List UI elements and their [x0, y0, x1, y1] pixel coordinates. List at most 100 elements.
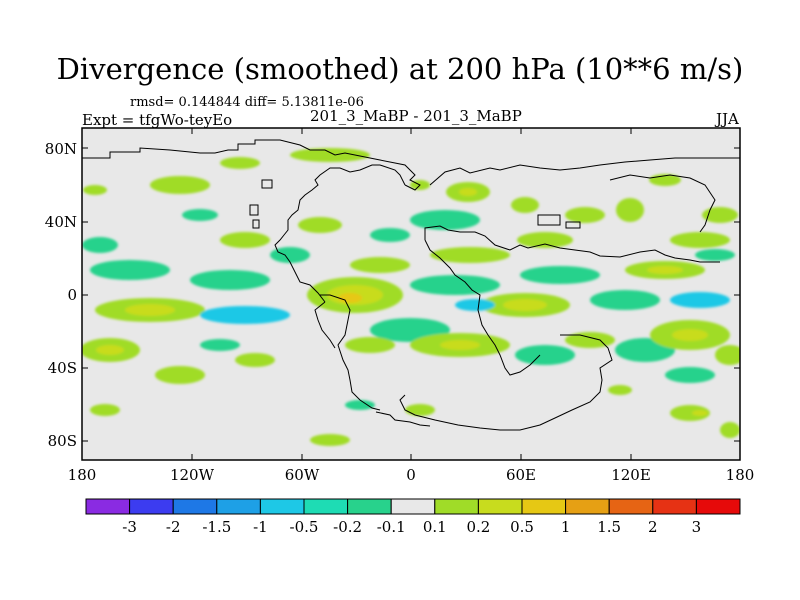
div-patch — [702, 207, 738, 223]
colorbar-swatch — [303, 498, 349, 515]
div-patch — [503, 299, 547, 311]
lat-label: 40N — [44, 213, 77, 231]
div-patch — [670, 292, 730, 308]
div-patch — [695, 249, 735, 261]
island — [252, 219, 260, 229]
colorbar-swatch — [216, 498, 261, 515]
lat-label: 80N — [44, 140, 77, 158]
axis-ticks — [82, 128, 740, 460]
div-patch — [692, 410, 708, 416]
div-patch — [672, 329, 708, 341]
div-patch — [270, 247, 310, 263]
lon-label: 180 — [725, 466, 755, 484]
island — [565, 221, 581, 229]
div-patch — [182, 209, 218, 221]
div-patch — [290, 148, 370, 162]
div-patch — [670, 405, 710, 421]
div-patch — [370, 228, 410, 242]
colorbar-label: -2 — [165, 518, 181, 536]
colorbar — [85, 498, 741, 515]
div-patch — [410, 275, 500, 295]
colorbar-swatch — [434, 498, 479, 515]
island — [249, 204, 259, 216]
coastline — [375, 411, 431, 427]
div-patch — [345, 337, 395, 353]
lat-label: 80S — [47, 432, 77, 450]
div-patch — [220, 232, 270, 248]
div-patch — [720, 422, 740, 438]
colorbar-label: -0.1 — [376, 518, 406, 536]
div-patch — [200, 339, 240, 351]
div-patch — [90, 260, 170, 280]
div-patch — [647, 266, 683, 274]
coastline — [320, 294, 381, 411]
colorbar-label: 0.1 — [422, 518, 447, 536]
lat-label: 40S — [47, 359, 77, 377]
divergence-field — [82, 148, 740, 446]
div-patch — [455, 299, 495, 311]
div-patch — [715, 345, 740, 365]
lon-label: 0 — [406, 466, 416, 484]
div-patch — [310, 434, 350, 446]
div-patch — [150, 176, 210, 194]
colorbar-swatch — [652, 498, 697, 515]
div-patch — [96, 345, 124, 355]
div-patch — [608, 385, 632, 395]
coastline — [429, 157, 740, 186]
div-patch — [440, 340, 480, 350]
coastline — [82, 139, 421, 191]
colorbar-label: -1.5 — [202, 518, 232, 536]
div-patch — [298, 217, 342, 233]
div-patch — [459, 188, 477, 196]
coastline — [399, 334, 613, 431]
div-patch — [590, 290, 660, 310]
colorbar-swatch — [565, 498, 610, 515]
div-patch — [670, 232, 730, 248]
colorbar-swatch — [608, 498, 654, 515]
colorbar-label: -0.2 — [333, 518, 363, 536]
island — [261, 179, 273, 189]
coastline — [424, 239, 541, 376]
colorbar-label: 2 — [648, 518, 658, 536]
div-patch — [345, 400, 375, 410]
div-patch — [350, 257, 410, 273]
colorbar-label: 1 — [560, 518, 571, 536]
colorbar-label: 0.2 — [466, 518, 491, 536]
div-patch — [190, 270, 270, 290]
lon-label: 120E — [611, 466, 651, 484]
coastline — [274, 164, 406, 303]
lon-label: 120W — [169, 466, 215, 484]
runs-label: 201_3_MaBP - 201_3_MaBP — [310, 107, 522, 125]
div-patch — [565, 332, 615, 348]
div-patch — [235, 353, 275, 367]
div-patch — [90, 404, 120, 416]
div-patch — [200, 306, 290, 324]
rmsd-stats: rmsd= 0.144844 diff= 5.13811e-06 — [130, 95, 364, 110]
div-patch — [338, 293, 362, 303]
colorbar-swatch — [390, 498, 436, 515]
div-patch — [520, 266, 600, 284]
experiment-label: Expt = tfgWo-teyEo — [82, 111, 233, 129]
div-patch — [82, 237, 118, 253]
div-patch — [430, 247, 510, 263]
div-patch — [155, 366, 205, 384]
colorbar-label: 1.5 — [597, 518, 622, 536]
colorbar-swatch — [85, 498, 131, 515]
coastline — [314, 301, 336, 349]
colorbar-swatch — [259, 498, 305, 515]
season-label: JJA — [716, 110, 739, 128]
coastlines — [82, 139, 740, 431]
map-title: Divergence (smoothed) at 200 hPa (10**6 … — [56, 52, 744, 86]
colorbar-swatch — [347, 498, 392, 515]
div-patch — [515, 345, 575, 365]
coastline — [424, 225, 720, 263]
lat-label: 0 — [67, 286, 77, 304]
div-patch — [125, 304, 175, 316]
div-patch — [517, 232, 573, 248]
div-patch — [220, 157, 260, 169]
colorbar-swatch — [521, 498, 567, 515]
colorbar-label: 0.5 — [510, 518, 534, 536]
colorbar-swatch — [695, 498, 741, 515]
lon-label: 60E — [505, 466, 537, 484]
